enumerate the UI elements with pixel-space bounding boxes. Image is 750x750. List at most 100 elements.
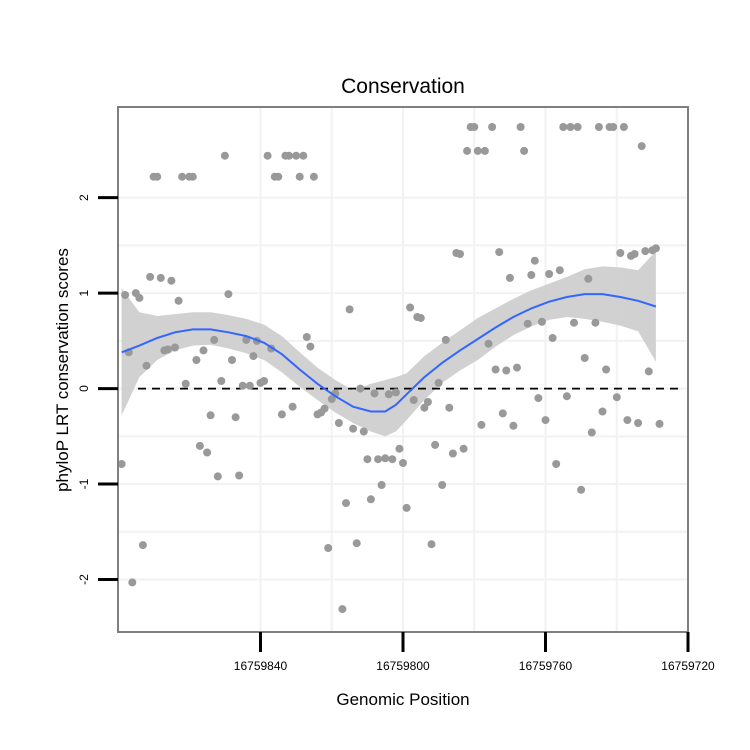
data-point [345,305,354,314]
data-point [584,274,593,283]
data-point [235,471,244,480]
data-point [434,378,443,387]
x-tick-label: 16759800 [376,659,430,673]
data-point [409,396,418,404]
data-point [456,250,464,258]
data-point [342,499,350,508]
data-point [199,346,208,355]
data-point [573,123,582,131]
chart-title: Conservation [341,75,465,98]
x-axis-title: Genomic Position [336,690,469,709]
data-point [644,367,653,376]
data-point [288,402,297,411]
confidence-ribbon [121,251,656,437]
data-point [292,151,301,160]
data-point [334,419,343,427]
data-point [598,407,607,416]
y-tick-label: 0 [77,385,91,392]
data-point [142,361,151,370]
data-point [121,291,130,299]
data-point [384,390,393,399]
data-point [399,459,407,467]
data-point [171,343,179,352]
data-point [391,388,400,397]
data-point [602,365,611,374]
data-point [463,146,472,155]
data-point [249,352,258,361]
data-point [228,356,236,364]
data-point [377,481,386,489]
data-point [534,394,543,403]
data-point [498,409,507,418]
data-point [285,151,293,160]
data-point [527,271,536,279]
data-point [530,256,539,265]
data-point [356,384,365,393]
data-point [146,272,155,281]
data-point [545,270,554,278]
y-tick-label: -1 [77,478,91,489]
data-point [438,481,447,489]
data-point [495,248,504,257]
data-point [320,404,329,413]
confidence-ribbon-group [121,251,656,437]
data-point [128,578,137,587]
data-point [473,146,482,155]
data-point [616,249,625,257]
data-point [552,460,561,468]
data-point [488,123,497,131]
data-point [441,335,450,344]
data-point [623,416,632,425]
data-point [174,296,183,305]
data-point [338,605,347,614]
data-point [192,356,201,364]
data-point [594,123,603,131]
data-point [484,339,493,348]
data-point [178,172,187,181]
data-point [480,146,489,155]
data-point [591,318,600,327]
x-tick-label: 16759840 [234,659,288,673]
data-point [263,151,272,160]
data-point [374,455,383,464]
data-point [612,393,621,402]
data-point [477,420,486,429]
data-point [366,495,375,504]
smooth-line-group [121,293,657,413]
data-point [555,266,564,275]
data-point [309,172,318,181]
x-axis: 16759840 16759800 16759760 16759720 [234,632,715,673]
data-point [431,440,440,449]
data-point [541,416,550,425]
data-point [505,273,514,282]
data-point [445,403,454,412]
data-point [324,544,333,552]
data-point [513,363,521,372]
data-point [416,314,425,322]
data-point [562,392,571,401]
data-point [167,276,176,285]
data-point [153,172,162,181]
data-point [224,290,233,299]
data-point [349,424,358,433]
data-point [359,427,368,436]
data-point [548,334,557,342]
data-point [302,333,311,341]
x-tick-label: 16759760 [519,659,573,673]
data-point [634,419,643,427]
y-axis: -2 -1 0 1 2 [77,194,118,585]
data-point [516,123,525,131]
data-points [117,123,664,614]
data-point [163,345,172,354]
data-point [277,410,286,419]
data-point [566,123,575,131]
data-point [580,354,589,362]
data-point [388,455,397,464]
data-point [231,413,240,422]
data-point [423,398,432,406]
data-point [220,151,229,160]
data-point [491,365,500,374]
data-point [587,428,596,437]
data-point [509,421,518,430]
